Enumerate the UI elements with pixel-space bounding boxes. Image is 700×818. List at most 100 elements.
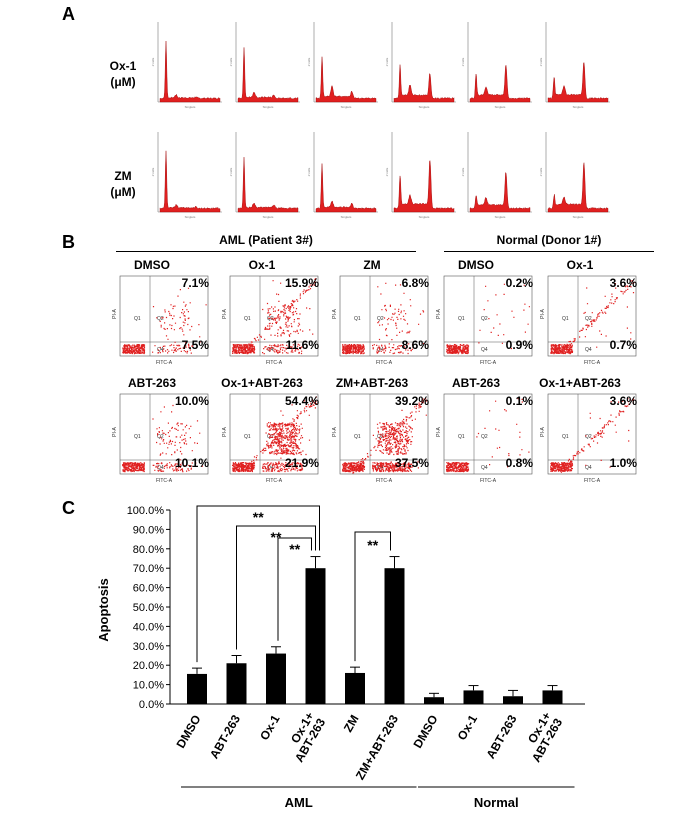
x-tick-label: DMSO <box>410 713 440 751</box>
quadrant-label: Q1 <box>244 434 251 440</box>
histogram-y-label: # cells <box>230 167 233 176</box>
lower-right-percent: 8.6% <box>401 338 429 352</box>
quadrant-label: Q2 <box>585 316 592 322</box>
histogram-svg: # cells Singlets <box>308 132 378 219</box>
significance-label: ** <box>289 541 300 557</box>
histogram-x-label: Singlets <box>341 215 352 219</box>
histogram-x-label: Singlets <box>495 105 506 109</box>
histogram-svg: # cells Singlets <box>386 132 456 219</box>
flow-y-axis-label: PI-A <box>332 426 338 436</box>
flow-x-axis-label: FITC-A <box>266 478 283 484</box>
flow-plot-title: Ox-1 <box>248 258 276 272</box>
significance-label: ** <box>367 537 378 553</box>
row-label: ZM (μM) <box>100 168 146 200</box>
histogram-plot: # cells Singlets <box>230 128 302 220</box>
quadrant-label: Q4 <box>585 465 592 471</box>
histogram-curve <box>393 64 455 103</box>
histogram-x-label: Singlets <box>419 215 430 219</box>
flow-plot-frame <box>547 275 637 357</box>
lower-right-percent: 0.9% <box>505 338 533 352</box>
histogram-x-label: Singlets <box>341 105 352 109</box>
histogram-plot: # cells Singlets <box>386 18 458 110</box>
histogram-x-label: Singlets <box>573 105 584 109</box>
histogram-plot: # cells Singlets <box>462 128 534 220</box>
histogram-svg: # cells Singlets <box>230 132 300 219</box>
quadrant-label: Q1 <box>562 316 569 322</box>
flow-plot-title: ABT-263 <box>451 376 501 390</box>
quadrant-label: Q4 <box>267 465 274 471</box>
lower-right-percent: 0.7% <box>609 338 637 352</box>
histogram-y-label: # cells <box>308 57 311 66</box>
quadrant-label: Q2 <box>157 316 164 322</box>
histogram-svg: # cells Singlets <box>308 22 378 109</box>
histogram-curve <box>315 163 377 213</box>
histogram-curve <box>237 47 299 103</box>
row-label-name: ZM <box>114 169 132 183</box>
flow-plot-title: Ox-1+ABT-263 <box>539 376 621 390</box>
histogram-x-label: Singlets <box>185 105 196 109</box>
quadrant-label: Q4 <box>481 347 488 353</box>
flow-plot-title: ABT-263 <box>127 376 177 390</box>
histogram-svg: # cells Singlets <box>152 22 222 109</box>
y-tick-label: 40.0% <box>133 621 164 633</box>
aml-group-header: AML (Patient 3#) <box>219 233 313 247</box>
event-dots <box>550 398 635 473</box>
histogram-curve <box>547 61 609 103</box>
event-dots <box>232 278 317 355</box>
flow-plot-frame <box>443 275 533 357</box>
normal-group-header: Normal (Donor 1#) <box>496 233 602 247</box>
histogram-x-label: Singlets <box>573 215 584 219</box>
histogram-curve <box>469 65 531 103</box>
quadrant-label: Q4 <box>585 347 592 353</box>
flow-y-axis-label: PI-A <box>332 308 338 318</box>
quadrant-label: Q1 <box>354 316 361 322</box>
histogram-curve <box>159 150 221 213</box>
significance-bracket <box>354 531 391 662</box>
histogram-plot: # cells Singlets <box>308 18 380 110</box>
normal-group-line <box>444 251 654 252</box>
flow-x-axis-label: FITC-A <box>376 478 393 484</box>
lower-right-percent: 11.6% <box>285 338 319 352</box>
panel-b-letter: B <box>62 232 75 252</box>
significance-bracket <box>196 505 320 663</box>
panel-a-letter: A <box>62 4 75 24</box>
histogram-x-label: Singlets <box>263 105 274 109</box>
histogram-svg: # cells Singlets <box>462 132 532 219</box>
flow-plot-frame <box>339 393 429 475</box>
flow-y-axis-label: PI-A <box>436 426 442 436</box>
histogram-svg: # cells Singlets <box>462 22 532 109</box>
upper-right-percent: 6.8% <box>401 276 429 290</box>
bar <box>305 568 326 704</box>
quadrant-label: Q2 <box>585 434 592 440</box>
quadrant-label: Q1 <box>134 316 141 322</box>
quadrant-label: Q4 <box>481 465 488 471</box>
y-tick-label: 80.0% <box>133 544 164 556</box>
flow-plot-frame <box>547 393 637 475</box>
aml-group-line <box>116 251 416 252</box>
histogram-plot: # cells Singlets <box>152 18 224 110</box>
bar <box>345 672 365 704</box>
flow-plot-frame <box>443 393 533 475</box>
lower-right-percent: 1.0% <box>609 456 637 470</box>
upper-right-percent: 15.9% <box>284 276 319 290</box>
flow-x-axis-label: FITC-A <box>266 360 283 366</box>
flow-plot-frame <box>339 275 429 357</box>
flow-plot-title: Ox-1 <box>566 258 594 272</box>
significance-bracket <box>277 537 312 641</box>
y-tick-label: 70.0% <box>133 563 164 575</box>
flow-plot-title: Ox-1+ABT-263 <box>221 376 303 390</box>
quadrant-label: Q2 <box>481 316 488 322</box>
flow-plot: Q1 Q2 Q4 PI-A FITC-A 3.6% 0.7% <box>540 274 640 368</box>
quadrant-label: Q1 <box>458 316 465 322</box>
row-label-unit: (μM) <box>110 75 136 89</box>
quadrant-label: Q2 <box>377 316 384 322</box>
row-label-name: Ox-1 <box>109 59 137 73</box>
row-label: Ox-1 (μM) <box>100 58 146 90</box>
